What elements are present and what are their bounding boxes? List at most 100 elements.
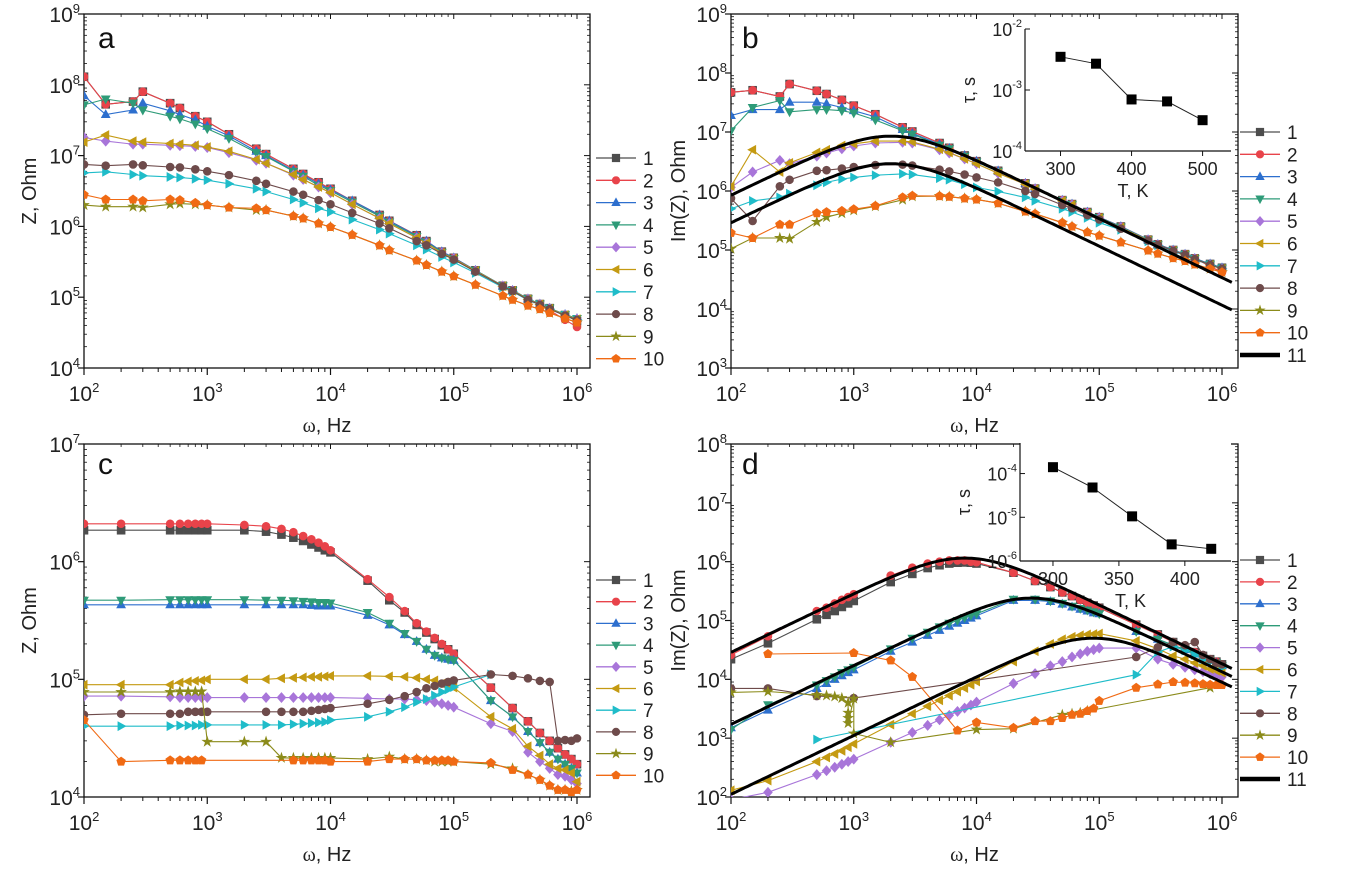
x-tick-label: 103 [838, 809, 869, 835]
pentagon-marker [837, 205, 847, 215]
inset-point [1197, 115, 1208, 126]
pentagon-marker [1067, 709, 1077, 719]
pentagon-marker [261, 205, 271, 215]
circle-marker [314, 538, 323, 547]
triangle-right-marker [299, 197, 309, 208]
triangle-right-marker [450, 682, 460, 692]
triangle-right-marker [203, 175, 213, 186]
pentagon-marker [100, 194, 111, 204]
legend-label: 4 [643, 216, 654, 237]
series-3 [84, 599, 582, 777]
triangle-down-marker [251, 149, 262, 159]
hexagon-marker [508, 671, 517, 681]
pentagon-marker [399, 754, 410, 764]
legend-label: 4 [643, 636, 654, 657]
triangle-right-marker [936, 173, 945, 184]
circle-marker [785, 79, 794, 89]
legend-item-8: 8 [1240, 704, 1298, 725]
triangle-right-marker [176, 720, 186, 731]
hexagon-marker [412, 236, 421, 246]
pentagon-marker [1255, 327, 1265, 337]
circle-marker [326, 545, 335, 555]
star-marker [820, 211, 833, 223]
circle-marker [400, 606, 410, 616]
triangle-left-marker [276, 673, 285, 684]
y-tick-label: 104 [49, 355, 80, 381]
pentagon-marker [251, 203, 262, 213]
pentagon-marker [1153, 248, 1163, 258]
hexagon-marker [116, 709, 126, 719]
triangle-down-marker [165, 112, 176, 122]
x-tick-label: 106 [562, 380, 593, 406]
triangle-right-marker [198, 719, 208, 730]
triangle-down-marker [544, 748, 555, 758]
triangle-left-marker [189, 140, 199, 151]
inset-x-tick-label: 400 [1170, 569, 1200, 589]
legend-item-5: 5 [1240, 212, 1298, 233]
circle-marker [138, 87, 148, 96]
triangle-left-marker [137, 137, 147, 148]
pentagon-marker [523, 769, 533, 779]
hexagon-marker [314, 195, 323, 205]
pentagon-marker [288, 755, 299, 765]
hexagon-marker [224, 170, 234, 180]
triangle-right-marker [431, 690, 441, 701]
series-4 [84, 596, 582, 779]
diamond-marker [306, 692, 317, 704]
circle-marker [611, 597, 621, 606]
star-marker [610, 747, 622, 759]
plot-area [731, 79, 1233, 312]
hexagon-marker [486, 670, 496, 679]
circle-marker [443, 644, 453, 654]
pentagon-marker [1198, 679, 1208, 689]
legend-label: 6 [1287, 661, 1298, 682]
fit-curve [731, 134, 1233, 284]
triangle-left-marker [897, 136, 907, 147]
circle-marker [261, 521, 271, 531]
triangle-down-marker [821, 106, 832, 115]
pentagon-marker [486, 757, 496, 767]
legend-label: 2 [1287, 145, 1298, 166]
triangle-down-marker [811, 106, 822, 115]
triangle-down-marker [836, 107, 847, 117]
triangle-right-marker [899, 168, 909, 179]
star-marker [783, 232, 796, 244]
legend-label: 5 [1287, 639, 1298, 660]
y-tick-label: 106 [49, 549, 80, 575]
diamond-marker [313, 692, 324, 704]
y-tick-label: 107 [49, 431, 80, 457]
triangle-left-marker [399, 671, 409, 682]
circle-marker [560, 750, 570, 759]
triangle-down-marker [325, 599, 336, 609]
triangle-left-marker [952, 686, 961, 697]
pentagon-marker [84, 715, 89, 725]
panel-letter: a [98, 22, 115, 55]
triangle-left-marker [362, 670, 372, 681]
pentagon-marker [1008, 722, 1019, 732]
y-axis-title: Z, Ohm [19, 158, 41, 225]
inset-y-tick-label: 10-5 [987, 506, 1017, 528]
diamond-marker [907, 727, 918, 738]
x-tick-label: 106 [1207, 380, 1238, 406]
pentagon-marker [1190, 678, 1200, 688]
series-9 [84, 197, 583, 328]
legend-label: 6 [1287, 235, 1298, 256]
triangle-down-marker [399, 630, 410, 639]
hexagon-marker [471, 267, 480, 276]
diamond-marker [486, 718, 496, 730]
diamond-marker [1045, 660, 1056, 672]
inset-point [1162, 96, 1173, 107]
triangle-down-marker [507, 713, 518, 723]
inset-y-tick-label: 10-4 [987, 463, 1017, 485]
hexagon-marker [298, 707, 308, 717]
inset-x-tick-label: 300 [1045, 159, 1075, 179]
legend-item-7: 7 [1240, 682, 1298, 703]
legend-label: 4 [1287, 190, 1298, 211]
y-tick-label: 107 [696, 119, 727, 145]
series-7 [731, 168, 1228, 274]
pentagon-marker [1082, 227, 1093, 237]
triangle-left-marker [731, 181, 735, 192]
pentagon-marker [84, 189, 89, 199]
triangle-right-marker [277, 719, 287, 730]
